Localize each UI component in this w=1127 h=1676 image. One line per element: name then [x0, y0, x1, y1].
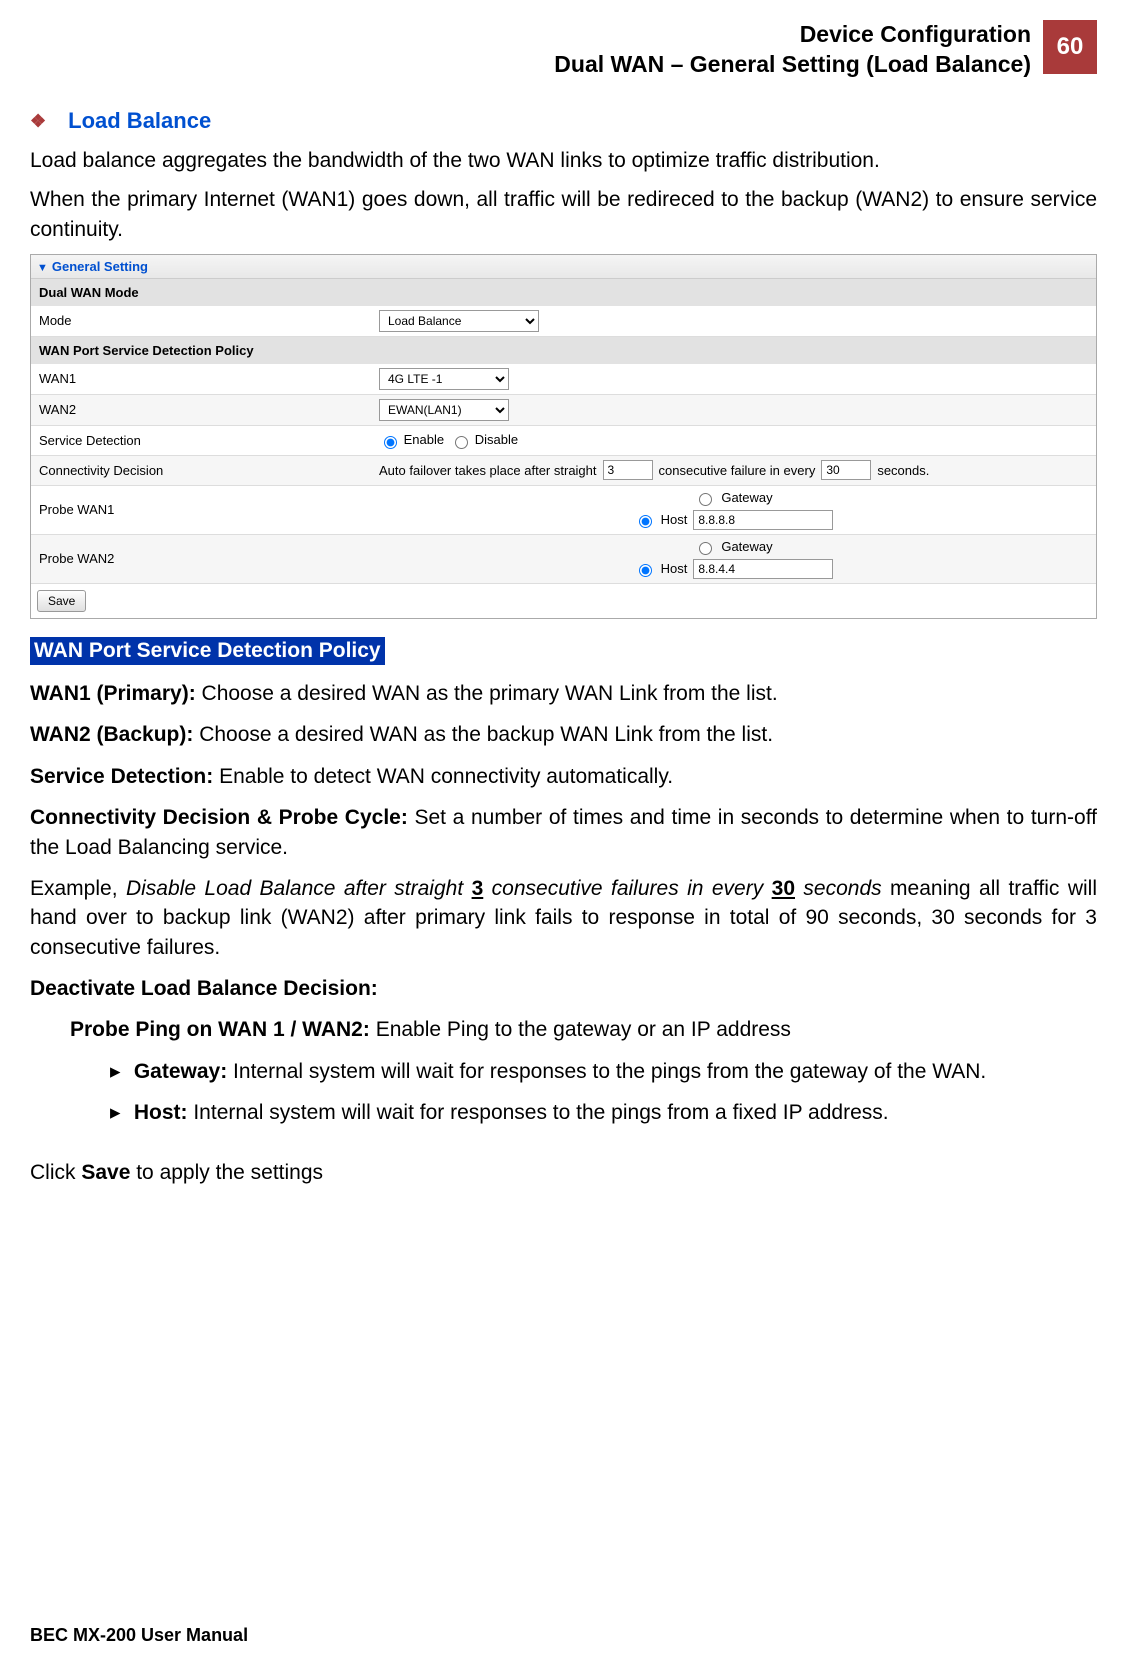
label-mode: Mode [31, 307, 371, 334]
input-probe1-host[interactable] [693, 510, 833, 530]
radio-probe2-gateway[interactable] [699, 542, 712, 555]
text-conn-1: Auto failover takes place after straight [379, 463, 597, 478]
panel-header: ▼ General Setting [31, 255, 1096, 279]
row-wan2: WAN2 EWAN(LAN1) [31, 395, 1096, 426]
section-wan-policy: WAN Port Service Detection Policy [31, 337, 1096, 364]
chevron-down-icon: ▼ [37, 262, 48, 274]
def-service-detection: Service Detection: Enable to detect WAN … [30, 762, 1097, 791]
header-title-1: Device Configuration [554, 20, 1031, 50]
header-title-2: Dual WAN – General Setting (Load Balance… [554, 50, 1031, 80]
label-enable: Enable [404, 432, 444, 447]
text-conn-2: consecutive failure in every [659, 463, 816, 478]
settings-screenshot: ▼ General Setting Dual WAN Mode Mode Load… [30, 254, 1097, 619]
radio-probe1-gateway[interactable] [699, 493, 712, 506]
row-save: Save [31, 584, 1096, 618]
policy-heading: WAN Port Service Detection Policy [30, 637, 385, 665]
label-probe1-gateway: Gateway [721, 490, 772, 505]
label-probe-wan1: Probe WAN1 [31, 496, 371, 523]
label-disable: Disable [475, 432, 518, 447]
intro-paragraph-2: When the primary Internet (WAN1) goes do… [30, 185, 1097, 244]
def-connectivity: Connectivity Decision & Probe Cycle: Set… [30, 803, 1097, 862]
def-example: Example, Disable Load Balance after stra… [30, 874, 1097, 962]
section-title: Load Balance [68, 108, 211, 133]
def-deactivate-heading: Deactivate Load Balance Decision: [30, 974, 1097, 1003]
row-connectivity: Connectivity Decision Auto failover take… [31, 456, 1096, 486]
row-probe-wan2: Probe WAN2 Gateway Host [31, 535, 1096, 584]
input-conn-failures[interactable] [603, 460, 653, 480]
def-host: ▸ Host: Internal system will wait for re… [110, 1098, 1097, 1127]
page-header: Device Configuration Dual WAN – General … [30, 20, 1097, 80]
row-mode: Mode Load Balance [31, 306, 1096, 337]
def-wan2: WAN2 (Backup): Choose a desired WAN as t… [30, 720, 1097, 749]
label-connectivity: Connectivity Decision [31, 457, 371, 484]
save-button[interactable]: Save [37, 590, 86, 612]
triangle-bullet-icon: ▸ [110, 1098, 128, 1127]
radio-probe2-host[interactable] [639, 564, 652, 577]
label-service-detection: Service Detection [31, 427, 371, 454]
select-wan2[interactable]: EWAN(LAN1) [379, 399, 509, 421]
section-dual-wan-mode: Dual WAN Mode [31, 279, 1096, 306]
diamond-bullet-icon: ❖ [30, 111, 46, 132]
row-wan1: WAN1 4G LTE -1 [31, 364, 1096, 395]
radio-enable[interactable] [384, 436, 397, 449]
save-instruction: Click Save to apply the settings [30, 1158, 1097, 1187]
def-gateway: ▸ Gateway: Internal system will wait for… [110, 1057, 1097, 1086]
triangle-bullet-icon: ▸ [110, 1057, 128, 1086]
input-probe2-host[interactable] [693, 559, 833, 579]
label-probe2-host: Host [661, 561, 688, 576]
label-wan2: WAN2 [31, 396, 371, 423]
text-conn-3: seconds. [877, 463, 929, 478]
page-number-badge: 60 [1043, 20, 1097, 74]
select-wan1[interactable]: 4G LTE -1 [379, 368, 509, 390]
row-service-detection: Service Detection Enable Disable [31, 426, 1096, 456]
label-wan1: WAN1 [31, 365, 371, 392]
section-heading: ❖ Load Balance [30, 108, 1097, 134]
intro-paragraph-1: Load balance aggregates the bandwidth of… [30, 146, 1097, 175]
panel-title: General Setting [52, 259, 148, 274]
def-wan1: WAN1 (Primary): Choose a desired WAN as … [30, 679, 1097, 708]
footer-text: BEC MX-200 User Manual [30, 1625, 248, 1646]
def-probe-ping: Probe Ping on WAN 1 / WAN2: Enable Ping … [70, 1015, 1097, 1044]
radio-probe1-host[interactable] [639, 515, 652, 528]
label-probe1-host: Host [661, 512, 688, 527]
select-mode[interactable]: Load Balance [379, 310, 539, 332]
row-probe-wan1: Probe WAN1 Gateway Host [31, 486, 1096, 535]
label-probe2-gateway: Gateway [721, 539, 772, 554]
label-probe-wan2: Probe WAN2 [31, 545, 371, 572]
input-conn-seconds[interactable] [821, 460, 871, 480]
radio-disable[interactable] [455, 436, 468, 449]
